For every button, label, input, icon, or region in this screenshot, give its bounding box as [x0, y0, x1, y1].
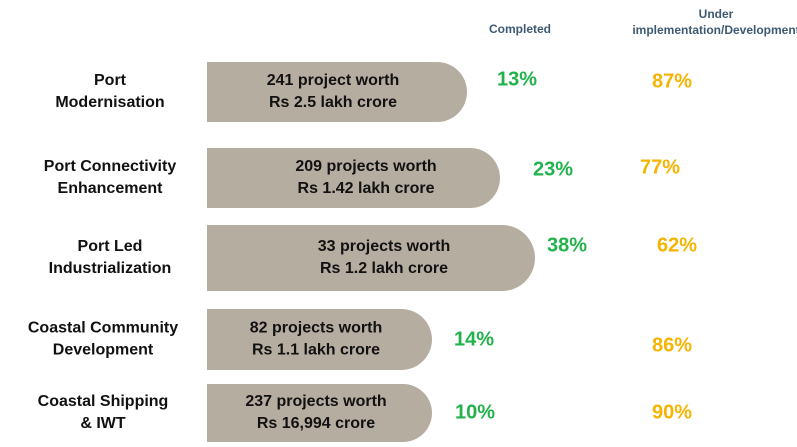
row-label: Modernisation [55, 94, 164, 111]
row-label: Industrialization [49, 260, 172, 277]
under-pct: 86% [652, 334, 692, 356]
row-detail: 209 projects worth [295, 158, 436, 175]
row-detail: 82 projects worth [250, 320, 382, 337]
row-label: Port Led [78, 238, 143, 255]
under-pct: 90% [652, 401, 692, 423]
row-label: Development [53, 342, 154, 359]
under-pct: 77% [640, 156, 680, 178]
row-label: Port [94, 72, 127, 89]
row-detail: Rs 16,994 crore [257, 415, 375, 432]
row-bar [207, 225, 535, 291]
row-bar [207, 384, 432, 442]
row-bar [207, 148, 500, 208]
row-label: Coastal Shipping [38, 393, 169, 410]
row-detail: Rs 2.5 lakh crore [269, 94, 397, 111]
completed-pct: 38% [547, 234, 587, 256]
row-detail: 237 projects worth [245, 393, 386, 410]
row-bar [207, 62, 467, 122]
header-under: Under [699, 7, 734, 21]
row-detail: 33 projects worth [318, 238, 450, 255]
row-bar [207, 309, 432, 370]
row-detail: 241 project worth [267, 72, 399, 89]
completed-pct: 23% [533, 158, 573, 180]
row-label: & IWT [80, 415, 126, 432]
completed-pct: 13% [497, 68, 537, 90]
header-completed: Completed [489, 22, 551, 36]
row-label: Port Connectivity [44, 158, 177, 175]
under-pct: 87% [652, 70, 692, 92]
completed-pct: 14% [454, 328, 494, 350]
completed-pct: 10% [455, 401, 495, 423]
row-detail: Rs 1.1 lakh crore [252, 342, 380, 359]
row-detail: Rs 1.42 lakh crore [298, 180, 435, 197]
row-label: Enhancement [58, 180, 164, 197]
row-label: Coastal Community [28, 320, 178, 337]
under-pct: 62% [657, 234, 697, 256]
row-detail: Rs 1.2 lakh crore [320, 260, 448, 277]
header-under: implementation/Development [632, 23, 797, 37]
